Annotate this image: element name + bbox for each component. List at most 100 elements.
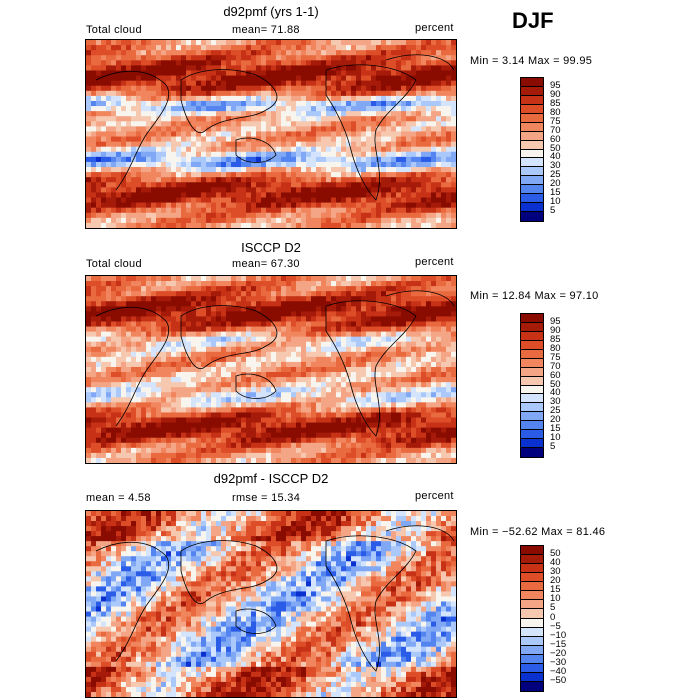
colorbar-cell [521, 367, 543, 377]
colorbar-tick-label: 60 [550, 369, 561, 381]
panel-3-field [86, 511, 456, 697]
panel-1-mean-label: mean= 71.88 [232, 24, 300, 36]
colorbar-cell [521, 636, 543, 646]
colorbar-cell [521, 158, 543, 168]
colorbar-cell [521, 167, 543, 177]
colorbar-cell [521, 627, 543, 637]
colorbar-tick-label: 30 [550, 566, 561, 578]
colorbar-cell [521, 340, 543, 350]
panel-2-map [85, 275, 457, 464]
colorbar-cell [521, 412, 543, 422]
coastline [95, 54, 455, 201]
panel-3-map [85, 510, 457, 698]
colorbar-cell [521, 113, 543, 123]
colorbar-cell [521, 573, 543, 583]
colorbar-tick-label: −5 [550, 620, 561, 632]
colorbar-tick-label: 40 [550, 387, 561, 399]
colorbar-tick-label: 90 [550, 324, 561, 336]
colorbar-cell [521, 131, 543, 141]
panel-3-mean-label: mean = 4.58 [86, 492, 151, 504]
panel-3-colorbar [520, 545, 544, 692]
colorbar-tick-label: 75 [550, 115, 561, 127]
colorbar-cell [521, 448, 543, 457]
panel-3-title: d92pmf - ISCCP D2 [213, 471, 329, 486]
colorbar-tick-label: 95 [550, 315, 561, 327]
colorbar-tick-label: 50 [550, 142, 561, 154]
colorbar-cell [521, 394, 543, 404]
colorbar-cell [521, 555, 543, 565]
colorbar-cell [521, 349, 543, 359]
colorbar-cell [521, 609, 543, 619]
colorbar-tick-label: 40 [550, 151, 561, 163]
colorbar-cell [521, 104, 543, 114]
panel-2-title: ISCCP D2 [241, 240, 301, 255]
colorbar-tick-label: −20 [550, 647, 567, 659]
colorbar-cell [521, 358, 543, 368]
colorbar-tick-label: 25 [550, 405, 561, 417]
coastline [95, 290, 455, 437]
colorbar-tick-label: 80 [550, 342, 561, 354]
colorbar-tick-label: 20 [550, 178, 561, 190]
panel-1-units-label: percent [415, 22, 454, 34]
colorbar-tick-label: 60 [550, 133, 561, 145]
colorbar-tick-label: −50 [550, 674, 567, 686]
colorbar-tick-label: 5 [550, 441, 556, 453]
colorbar-tick-label: 20 [550, 414, 561, 426]
colorbar-cell [521, 322, 543, 332]
colorbar-cell [521, 681, 543, 691]
colorbar-cell [521, 140, 543, 150]
coastline [95, 525, 455, 672]
panel-3-minmax: Min = −52.62 Max = 81.46 [470, 526, 606, 538]
season-label: DJF [512, 8, 554, 33]
colorbar-cell [521, 194, 543, 204]
colorbar-tick-label: 20 [550, 575, 561, 587]
colorbar-cell [521, 645, 543, 655]
colorbar-cell [521, 185, 543, 195]
colorbar-cell [521, 212, 543, 221]
colorbar-cell [521, 403, 543, 413]
colorbar-cell [521, 582, 543, 592]
colorbar-tick-label: 25 [550, 169, 561, 181]
panel-2-mean-label: mean= 67.30 [232, 258, 300, 270]
colorbar-cell [521, 78, 543, 87]
colorbar-cell [521, 654, 543, 664]
colorbar-tick-label: 40 [550, 557, 561, 569]
colorbar-tick-label: 85 [550, 333, 561, 345]
colorbar-tick-label: 30 [550, 396, 561, 408]
colorbar-cell [521, 618, 543, 628]
panel-1-map [85, 39, 457, 229]
panel-1-title: d92pmf (yrs 1-1) [223, 4, 319, 19]
colorbar-cell [521, 149, 543, 159]
colorbar-cell [521, 331, 543, 341]
colorbar-tick-label: 10 [550, 593, 561, 605]
colorbar-tick-label: −30 [550, 656, 567, 668]
colorbar-tick-label: 90 [550, 88, 561, 100]
colorbar-tick-label: 15 [550, 584, 561, 596]
colorbar-tick-label: 0 [550, 611, 556, 623]
colorbar-tick-label: 95 [550, 79, 561, 91]
colorbar-cell [521, 564, 543, 574]
colorbar-cell [521, 591, 543, 601]
colorbar-tick-label: 10 [550, 196, 561, 208]
colorbar-tick-label: 80 [550, 106, 561, 118]
colorbar-cell [521, 430, 543, 440]
panel-2-minmax: Min = 12.84 Max = 97.10 [470, 290, 599, 302]
panel-1-variable-label: Total cloud [86, 24, 142, 36]
colorbar-tick-label: 5 [550, 205, 556, 217]
panel-1-minmax: Min = 3.14 Max = 99.95 [470, 55, 593, 67]
colorbar-tick-label: 30 [550, 160, 561, 172]
colorbar-tick-label: 75 [550, 351, 561, 363]
panel-3-units-label: percent [415, 490, 454, 502]
colorbar-tick-label: −10 [550, 629, 567, 641]
colorbar-cell [521, 600, 543, 610]
colorbar-cell [521, 203, 543, 213]
colorbar-tick-label: 70 [550, 360, 561, 372]
colorbar-tick-label: 50 [550, 548, 561, 560]
panel-1-colorbar [520, 77, 544, 222]
colorbar-cell [521, 439, 543, 449]
colorbar-cell [521, 663, 543, 673]
colorbar-tick-label: 15 [550, 187, 561, 199]
colorbar-cell [521, 86, 543, 96]
colorbar-cell [521, 314, 543, 323]
panel-2-units-label: percent [415, 256, 454, 268]
